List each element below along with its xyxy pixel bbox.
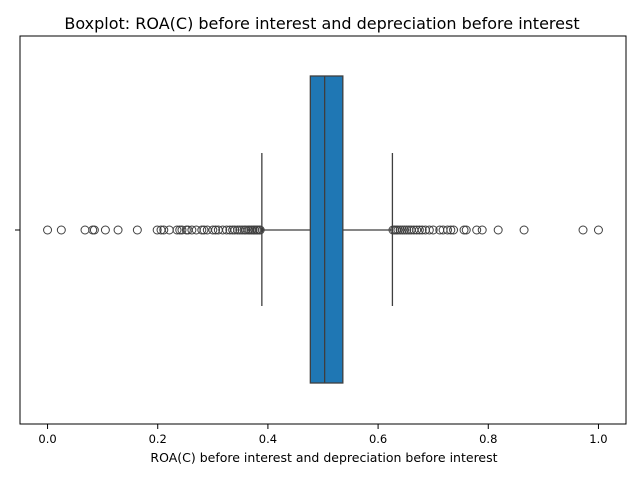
x-tick-label: 0.6 [369,432,387,446]
outlier-point [113,225,123,235]
outlier-point [446,225,456,235]
outlier-point [519,225,529,235]
plot-marks [43,75,603,384]
outlier-point [414,225,424,235]
outlier-point [417,225,427,235]
outlier-point [241,225,251,235]
outlier-point [172,225,182,235]
outlier-point [187,225,197,235]
x-tick-label: 0.4 [259,432,277,446]
outlier-point [395,225,405,235]
outlier-point [428,225,438,235]
outlier-point [459,225,469,235]
outlier-point [397,225,407,235]
outlier-point [80,225,90,235]
outlier-point [164,225,174,235]
outlier-point [230,225,240,235]
outlier-point [461,225,471,235]
outlier-point [152,225,162,235]
outlier-point [199,225,209,235]
outlier-point [208,225,218,235]
x-tick-label: 0.2 [149,432,167,446]
outlier-point [493,225,503,235]
outlier-point [400,225,410,235]
x-tick-label: 0.0 [38,432,56,446]
outlier-point [412,225,422,235]
outlier-point [228,225,238,235]
outlier-point [56,225,66,235]
outlier-point [472,225,482,235]
outlier-point [578,225,588,235]
outlier-point [477,225,487,235]
x-axis-label: ROA(C) before interest and depreciation … [146,450,497,465]
outlier-point [132,225,142,235]
outlier-point [424,225,434,235]
outlier-point [593,225,603,235]
outlier-point [89,225,99,235]
outlier-point [218,225,228,235]
outlier-point [443,225,453,235]
outlier-point [100,225,110,235]
outlier-point [393,225,403,235]
x-tick-label: 1.0 [589,432,607,446]
outlier-point [211,225,221,235]
iqr-box [309,75,344,384]
outlier-point [43,225,53,235]
outlier-point [255,225,265,235]
outlier-point [197,225,207,235]
outlier-point [177,225,187,235]
chart-title: Boxplot: ROA(C) before interest and depr… [64,14,579,33]
outlier-point [402,225,412,235]
outlier-point [159,225,169,235]
x-tick-label: 0.8 [479,432,497,446]
outlier-point [449,225,459,235]
x-axis: 0.0 0.2 0.4 0.6 0.8 1.0 [38,424,608,446]
